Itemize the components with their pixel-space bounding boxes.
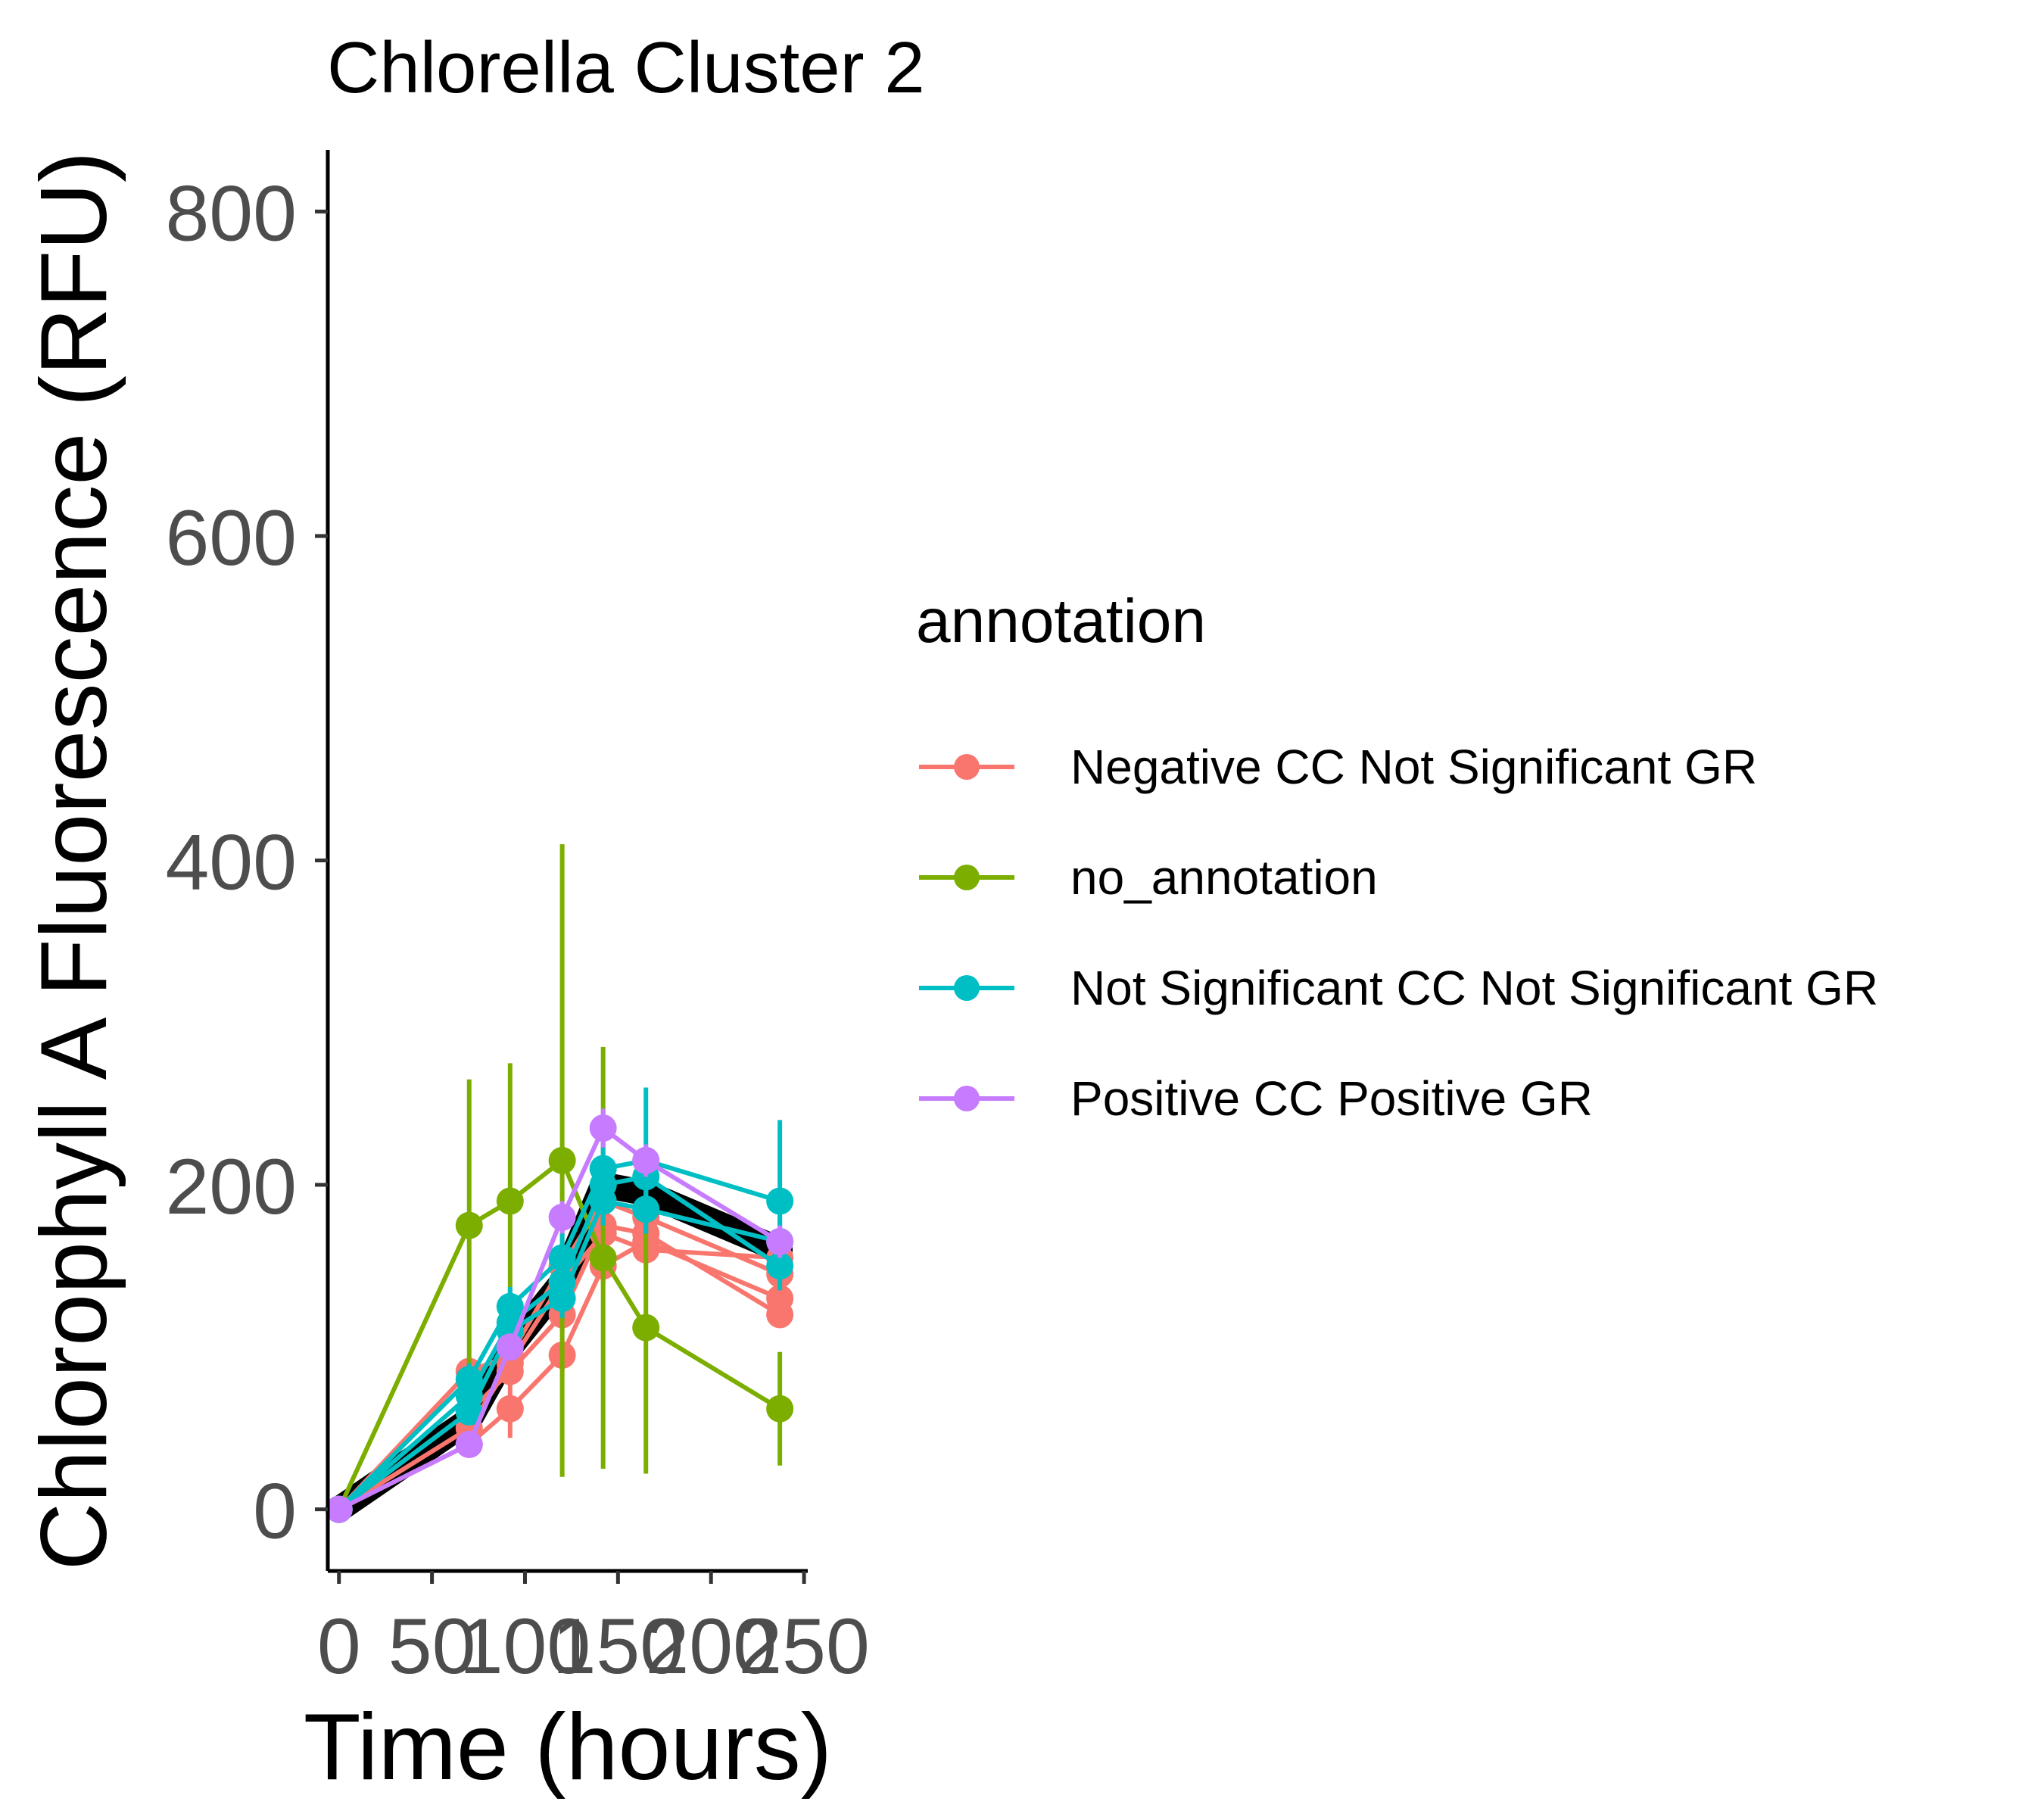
data-point: [496, 1187, 524, 1215]
legend-title: annotation: [916, 587, 1207, 656]
data-point: [766, 1228, 794, 1256]
legend-item-no-annotation: no_annotation: [916, 822, 2036, 933]
y-tick-label: 800: [165, 170, 297, 257]
y-tick-label: 400: [165, 819, 297, 907]
y-tick-label: 0: [253, 1468, 297, 1556]
data-point: [455, 1382, 483, 1410]
legend-label: Negative CC Not Significant GR: [1070, 740, 1758, 794]
legend-item-negative-cc: Negative CC Not Significant GR: [916, 712, 2036, 822]
data-point: [632, 1314, 660, 1342]
data-point: [766, 1301, 794, 1329]
data-point: [589, 1114, 617, 1142]
data-point: [325, 1495, 353, 1523]
legend-key-no-annotation: [919, 865, 1014, 890]
data-point: [548, 1268, 576, 1296]
plot-layer: [325, 844, 794, 1523]
y-tick-label: 200: [165, 1143, 297, 1231]
legend-item-positive-cc: Positive CC Positive GR: [916, 1043, 2036, 1154]
data-point: [589, 1171, 617, 1199]
data-point: [455, 1211, 483, 1239]
x-axis-label: Time (hours): [304, 1695, 832, 1800]
series-3-line-0: [325, 1108, 794, 1523]
data-point: [766, 1187, 794, 1215]
x-tick-label: 250: [738, 1603, 870, 1691]
y-axis-label: Chlorophyll A Fluorescence (RFU): [22, 151, 126, 1570]
legend-label: Positive CC Positive GR: [1070, 1071, 1593, 1126]
legend-key-negative-cc: [919, 754, 1014, 780]
data-point: [766, 1395, 794, 1423]
legend-item-not-significant-cc: Not Significant CC Not Significant GR: [916, 933, 2036, 1043]
x-tick-label: 150: [553, 1603, 684, 1691]
x-tick-label: 50: [388, 1603, 476, 1691]
data-point: [496, 1333, 524, 1361]
data-point: [548, 1146, 576, 1174]
data-point: [766, 1252, 794, 1280]
data-point: [496, 1395, 524, 1423]
y-ticks: 0 200 400 600 800: [165, 170, 328, 1556]
data-point: [632, 1195, 660, 1223]
legend-label: Not Significant CC Not Significant GR: [1070, 961, 1879, 1015]
legend-key-not-significant-cc: [919, 975, 1014, 1001]
data-point: [548, 1203, 576, 1231]
legend-key-positive-cc: [919, 1086, 1014, 1111]
x-tick-label: 200: [645, 1603, 777, 1691]
legend-label: no_annotation: [1070, 850, 1378, 905]
x-tick-label: 100: [460, 1603, 591, 1691]
data-point: [589, 1244, 617, 1272]
data-point: [632, 1146, 660, 1174]
chart-title: Chlorella Cluster 2: [327, 27, 925, 108]
x-tick-label: 0: [317, 1603, 361, 1691]
data-point: [455, 1430, 483, 1458]
y-tick-label: 600: [165, 494, 297, 582]
legend: annotation Negative CC Not Significant G…: [916, 591, 2036, 1154]
